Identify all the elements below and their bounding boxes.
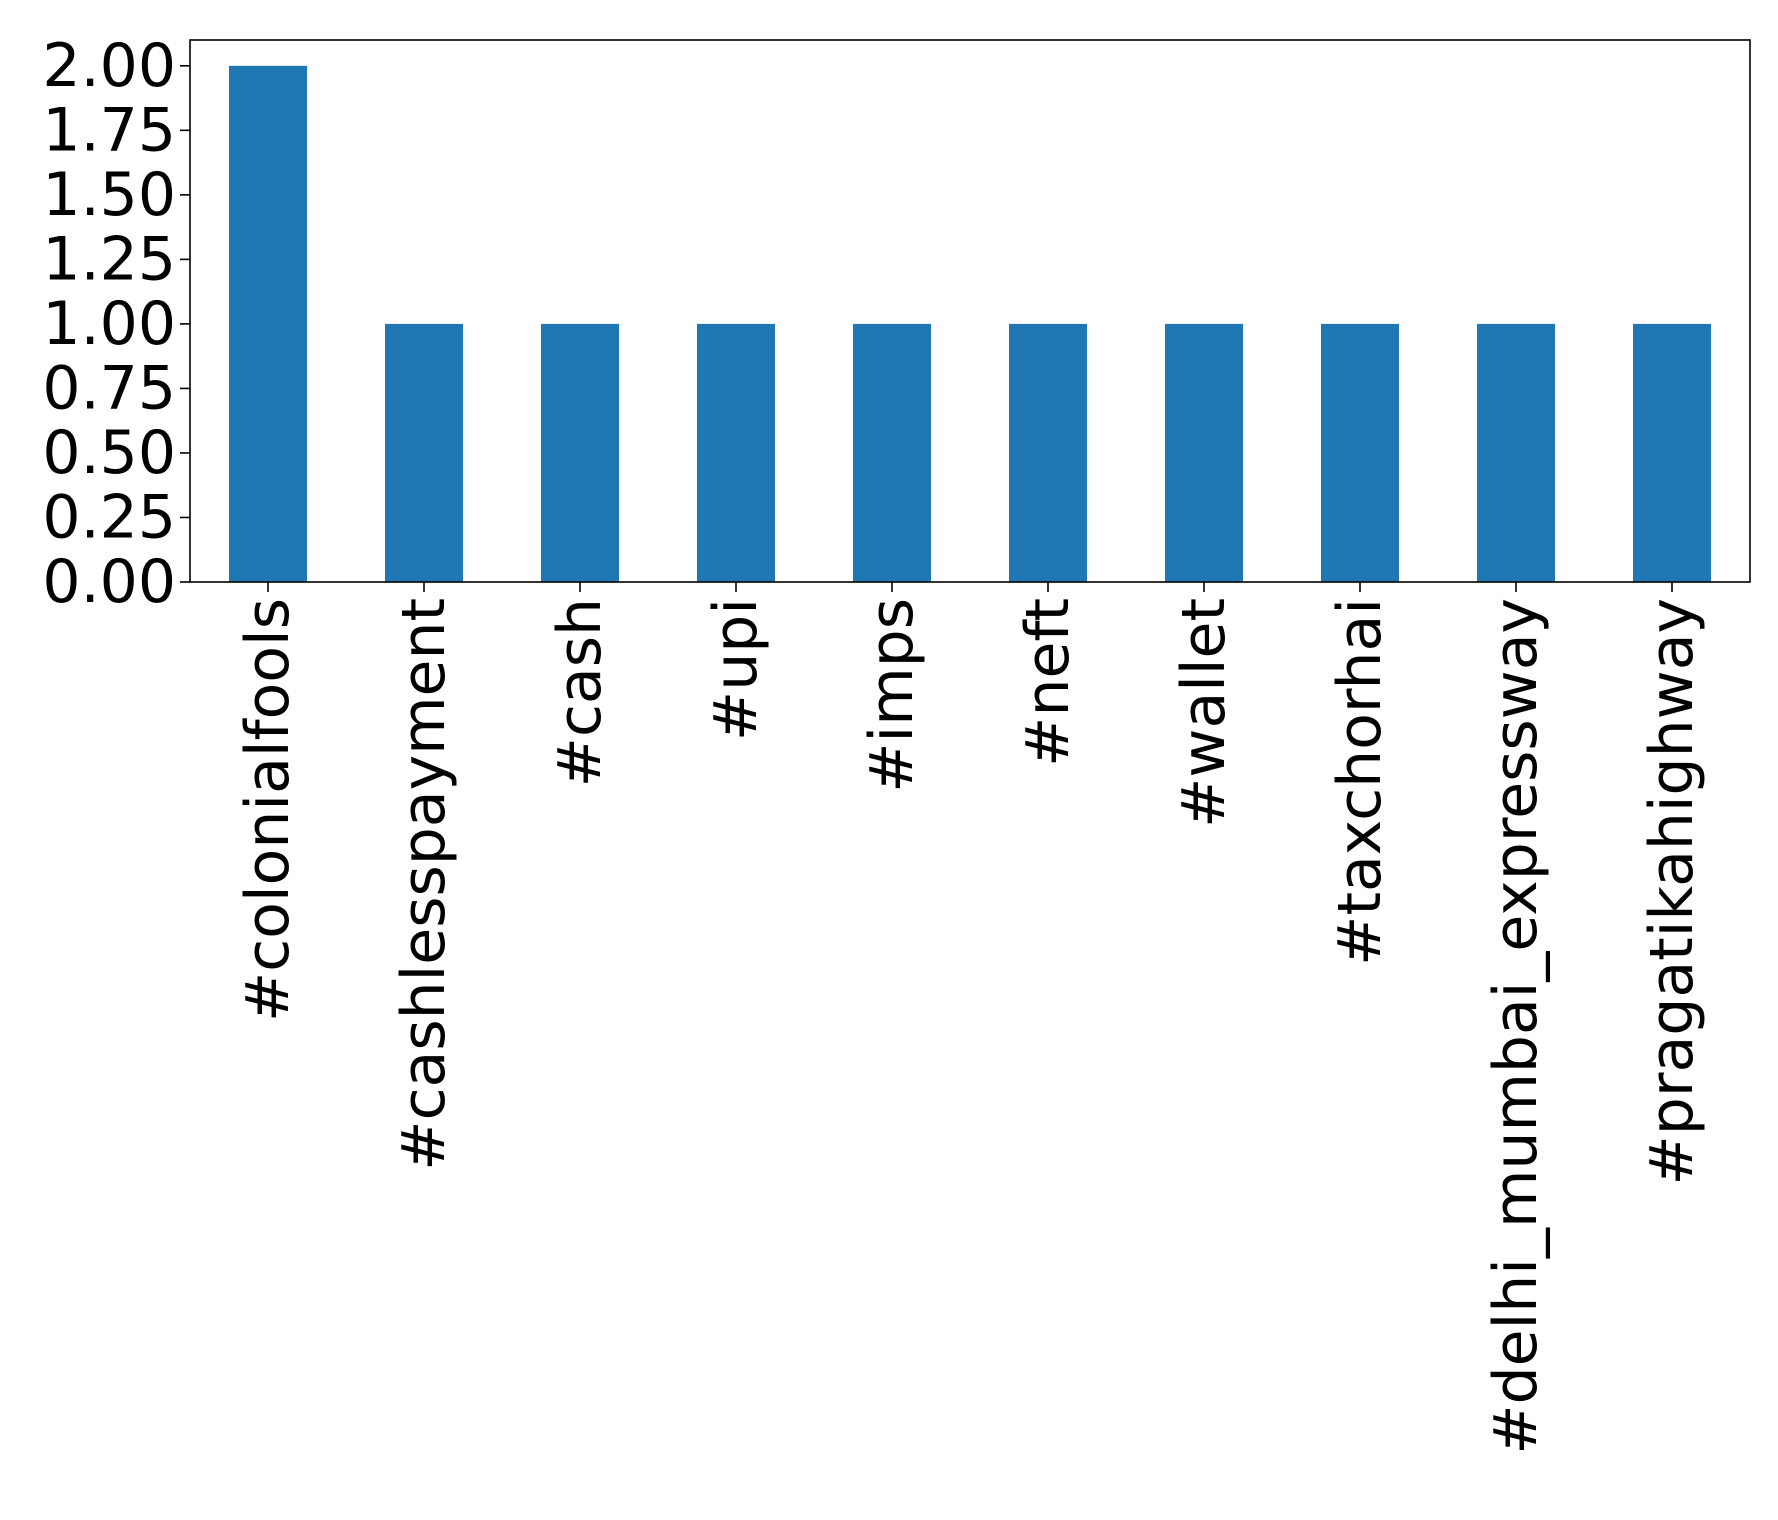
x-tick-label-9: #pragatikahighway xyxy=(1637,598,1707,1185)
bar-3 xyxy=(697,323,775,582)
bar-6 xyxy=(1165,323,1243,582)
x-tick-label-1: #cashlesspayment xyxy=(389,598,459,1171)
x-axis: #colonialfools #cashlesspayment #cash #upi #… xyxy=(233,582,1707,1455)
x-tick-label-7: #taxchorhai xyxy=(1325,598,1395,966)
y-tick-label-1: 0.25 xyxy=(42,482,176,552)
bar-8 xyxy=(1477,323,1555,582)
bar-7 xyxy=(1321,323,1399,582)
y-tick-label-0: 0.00 xyxy=(42,547,176,617)
y-tick-label-2: 0.50 xyxy=(42,418,176,488)
x-tick-label-4: #imps xyxy=(857,598,927,793)
bars-group xyxy=(229,65,1711,583)
bar-5 xyxy=(1009,323,1087,582)
y-tick-label-5: 1.25 xyxy=(42,224,176,294)
y-tick-label-8: 2.00 xyxy=(42,31,176,101)
bar-1 xyxy=(385,323,463,582)
bar-0 xyxy=(229,65,307,583)
y-axis: 0.000.250.500.751.001.251.501.752.00 xyxy=(42,31,190,617)
y-tick-label-4: 1.00 xyxy=(42,289,176,359)
x-tick-label-3: #upi xyxy=(701,598,771,741)
y-tick-label-6: 1.50 xyxy=(42,160,176,230)
x-tick-label-5: #neft xyxy=(1013,598,1083,767)
y-tick-label-7: 1.75 xyxy=(42,95,176,165)
y-tick-label-3: 0.75 xyxy=(42,353,176,423)
bar-2 xyxy=(541,323,619,582)
bar-9 xyxy=(1633,323,1711,582)
x-tick-label-6: #wallet xyxy=(1169,598,1239,828)
x-tick-label-2: #cash xyxy=(545,598,615,787)
bar-4 xyxy=(853,323,931,582)
x-tick-label-8: #delhi_mumbai_expressway xyxy=(1481,598,1551,1455)
axes-frame xyxy=(189,39,1751,583)
x-tick-label-0: #colonialfools xyxy=(233,598,303,1022)
